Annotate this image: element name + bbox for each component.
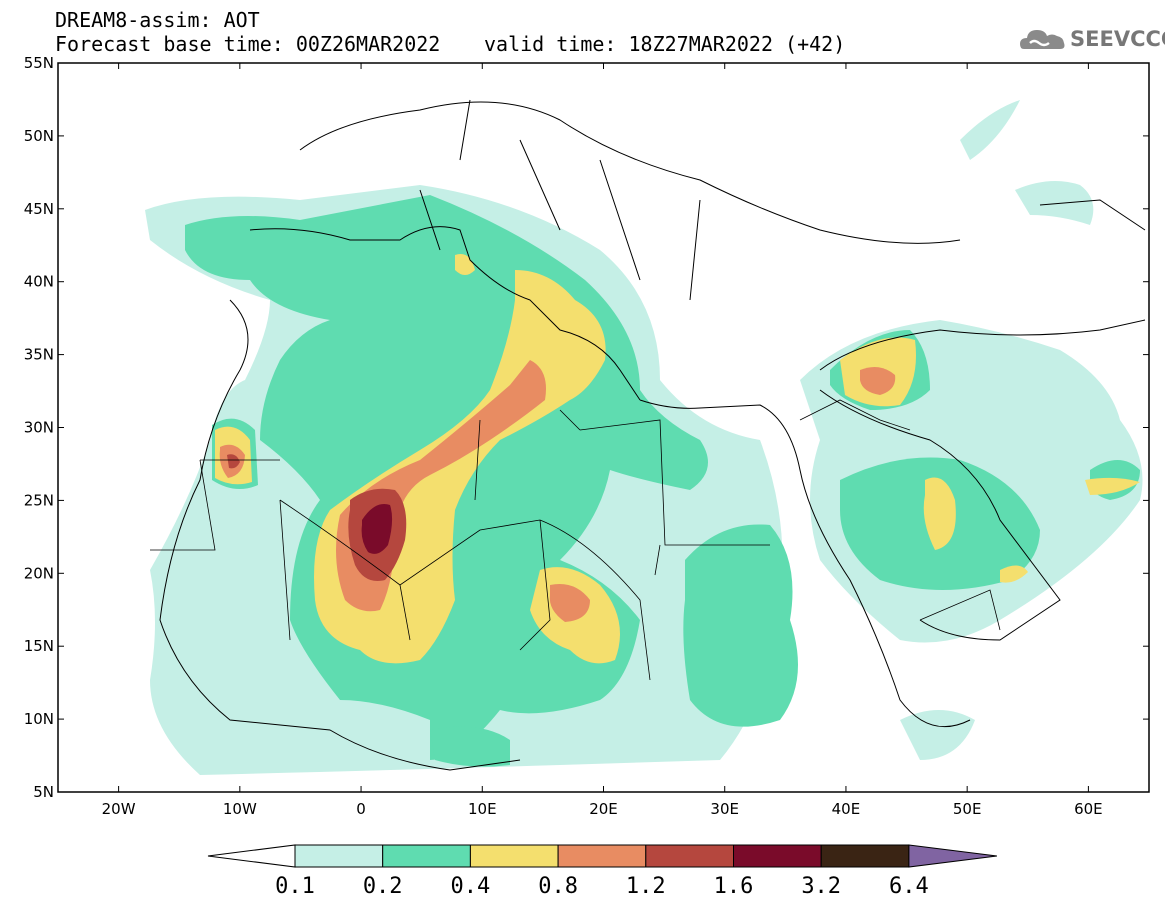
colorbar-box bbox=[733, 844, 822, 868]
colorbar-box bbox=[557, 844, 647, 868]
colorbar: 0.1 0.2 0.4 0.8 1.2 1.6 3.2 6.4 bbox=[207, 844, 997, 899]
aot-field bbox=[145, 99, 1146, 775]
seevccc-logo: SEEVCCC bbox=[1018, 22, 1165, 56]
colorbar-box bbox=[469, 844, 559, 868]
lat-label: 50N bbox=[24, 127, 54, 145]
product-title: DREAM8-assim: AOT bbox=[55, 8, 260, 32]
lat-label: 55N bbox=[24, 54, 54, 72]
lon-label: 30E bbox=[710, 800, 739, 818]
cloud-icon bbox=[1020, 30, 1065, 49]
lat-label: 5N bbox=[33, 783, 54, 801]
lon-label: 20E bbox=[589, 800, 618, 818]
colorbar-arrow-low bbox=[207, 844, 296, 868]
lat-label: 35N bbox=[24, 346, 54, 364]
forecast-base-time: Forecast base time: 00Z26MAR2022 bbox=[55, 32, 441, 56]
colorbar-box bbox=[645, 844, 734, 868]
latitude-axis: 55N 50N 45N 40N 35N 30N 25N 20N 15N 10N 5N bbox=[24, 54, 1149, 801]
colorbar-box bbox=[294, 844, 384, 868]
lon-label: 50E bbox=[953, 800, 982, 818]
lat-label: 20N bbox=[24, 564, 54, 582]
country-borders bbox=[150, 399, 1001, 681]
lat-label: 30N bbox=[24, 419, 54, 437]
lon-label: 40E bbox=[832, 800, 861, 818]
lon-label: 10W bbox=[223, 800, 257, 818]
colorbar-label: 0.1 bbox=[275, 874, 315, 899]
aot-band-1.6 bbox=[361, 504, 393, 554]
colorbar-label: 6.4 bbox=[889, 874, 929, 899]
colorbar-label: 1.6 bbox=[714, 874, 754, 899]
lat-label: 45N bbox=[24, 200, 54, 218]
logo-text: SEEVCCC bbox=[1070, 27, 1165, 51]
lat-label: 10N bbox=[24, 710, 54, 728]
aot-map: 55N 50N 45N 40N 35N 30N 25N 20N 15N 10N 5N 20W 10W 0… bbox=[24, 54, 1150, 818]
colorbar-box bbox=[820, 844, 910, 868]
colorbar-label: 0.8 bbox=[538, 874, 578, 899]
colorbar-box bbox=[382, 844, 471, 868]
lon-label: 60E bbox=[1074, 800, 1103, 818]
lon-label: 10E bbox=[468, 800, 497, 818]
lat-label: 15N bbox=[24, 637, 54, 655]
lon-label: 20W bbox=[102, 800, 136, 818]
colorbar-arrow-high bbox=[908, 844, 997, 868]
lat-label: 40N bbox=[24, 273, 54, 291]
coastlines bbox=[159, 99, 1146, 771]
lon-label: 0 bbox=[356, 800, 366, 818]
colorbar-label: 0.2 bbox=[363, 874, 403, 899]
valid-time: valid time: 18Z27MAR2022 (+42) bbox=[484, 32, 846, 56]
longitude-axis: 20W 10W 0 10E 20E 30E 40E 50E 60E bbox=[102, 63, 1103, 818]
colorbar-label: 1.2 bbox=[626, 874, 666, 899]
colorbar-label: 0.4 bbox=[451, 874, 491, 899]
colorbar-label: 3.2 bbox=[801, 874, 841, 899]
lat-label: 25N bbox=[24, 491, 54, 509]
